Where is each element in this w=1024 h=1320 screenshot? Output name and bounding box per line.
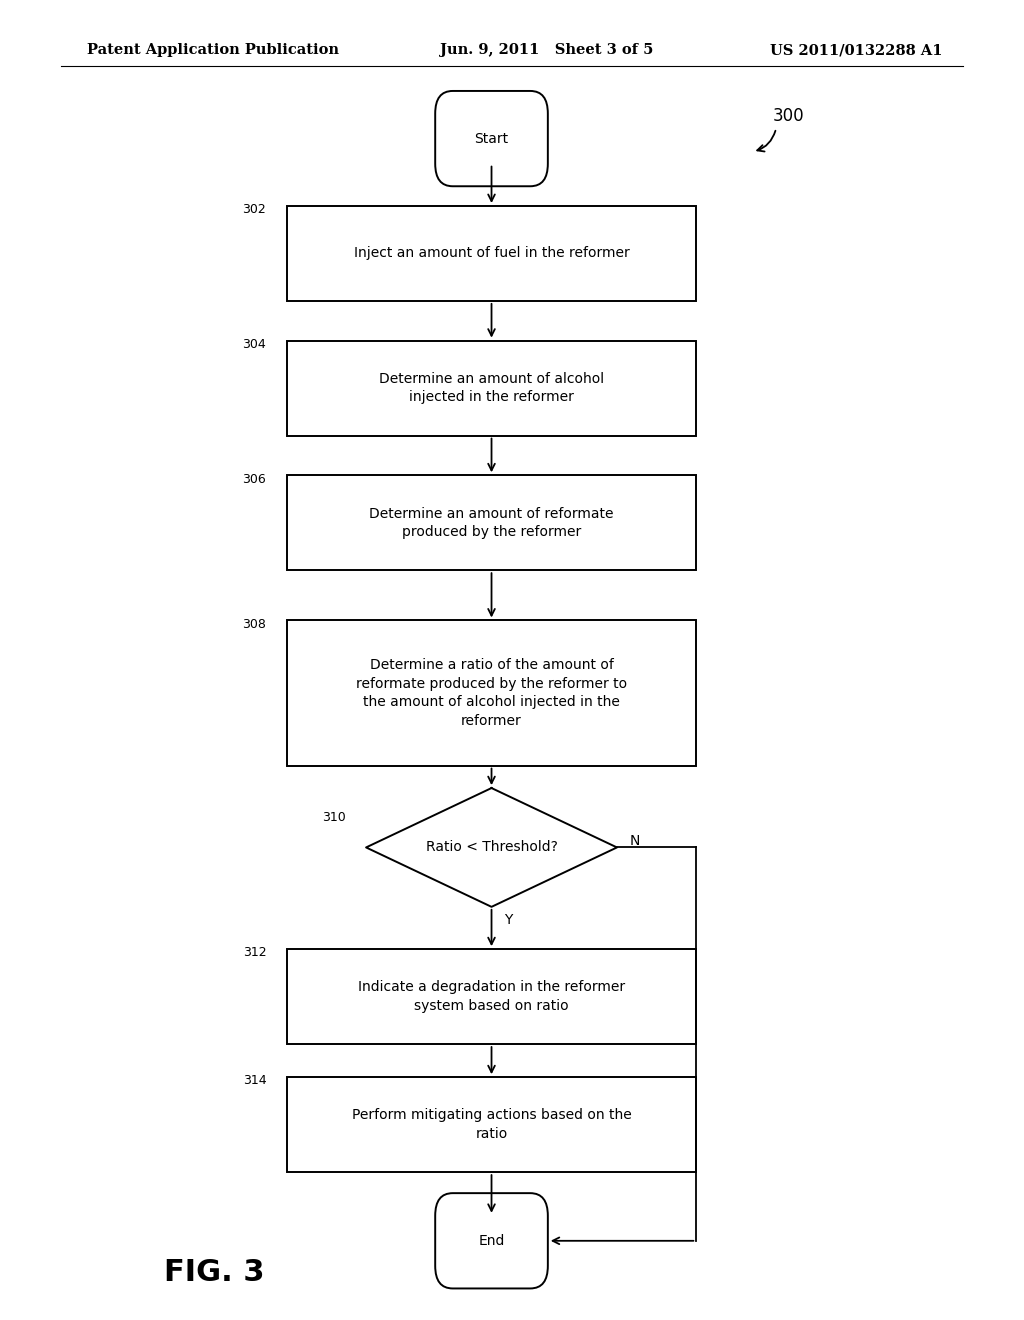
Text: 302: 302 — [243, 203, 266, 216]
Text: US 2011/0132288 A1: US 2011/0132288 A1 — [770, 44, 942, 57]
Text: Perform mitigating actions based on the
ratio: Perform mitigating actions based on the … — [351, 1109, 632, 1140]
Text: Inject an amount of fuel in the reformer: Inject an amount of fuel in the reformer — [353, 247, 630, 260]
Text: Ratio < Threshold?: Ratio < Threshold? — [426, 841, 557, 854]
Text: Jun. 9, 2011   Sheet 3 of 5: Jun. 9, 2011 Sheet 3 of 5 — [440, 44, 653, 57]
Bar — [287, 341, 696, 436]
Text: Start: Start — [474, 132, 509, 145]
Text: Determine a ratio of the amount of
reformate produced by the reformer to
the amo: Determine a ratio of the amount of refor… — [356, 659, 627, 727]
Text: 306: 306 — [243, 473, 266, 486]
Text: FIG. 3: FIG. 3 — [164, 1258, 264, 1287]
Text: 310: 310 — [322, 810, 345, 824]
Text: 308: 308 — [243, 618, 266, 631]
Text: Determine an amount of reformate
produced by the reformer: Determine an amount of reformate produce… — [370, 507, 613, 539]
Text: 304: 304 — [243, 338, 266, 351]
Bar — [287, 206, 696, 301]
Text: Patent Application Publication: Patent Application Publication — [87, 44, 339, 57]
Polygon shape — [367, 788, 616, 907]
Text: 314: 314 — [243, 1074, 266, 1088]
Bar — [287, 949, 696, 1044]
FancyBboxPatch shape — [435, 91, 548, 186]
Bar — [287, 475, 696, 570]
Bar — [287, 620, 696, 766]
Text: 312: 312 — [243, 946, 266, 960]
Text: Determine an amount of alcohol
injected in the reformer: Determine an amount of alcohol injected … — [379, 372, 604, 404]
Text: 300: 300 — [773, 107, 805, 125]
Text: Y: Y — [504, 913, 512, 928]
Bar — [287, 1077, 696, 1172]
Text: End: End — [478, 1234, 505, 1247]
FancyBboxPatch shape — [435, 1193, 548, 1288]
Text: N: N — [629, 834, 640, 847]
Text: Indicate a degradation in the reformer
system based on ratio: Indicate a degradation in the reformer s… — [358, 981, 625, 1012]
